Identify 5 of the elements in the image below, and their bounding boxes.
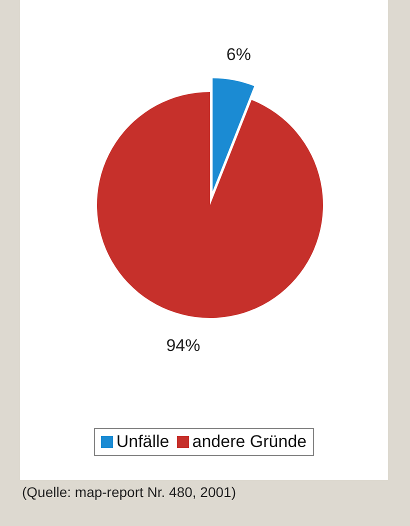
- legend-label: Unfälle: [116, 432, 170, 452]
- data-label: 6%: [226, 45, 251, 64]
- text: (Quelle: map-report Nr. 480, 2001): [22, 484, 236, 500]
- data-label: 94%: [166, 336, 200, 355]
- legend-label: andere Gründe: [192, 432, 307, 452]
